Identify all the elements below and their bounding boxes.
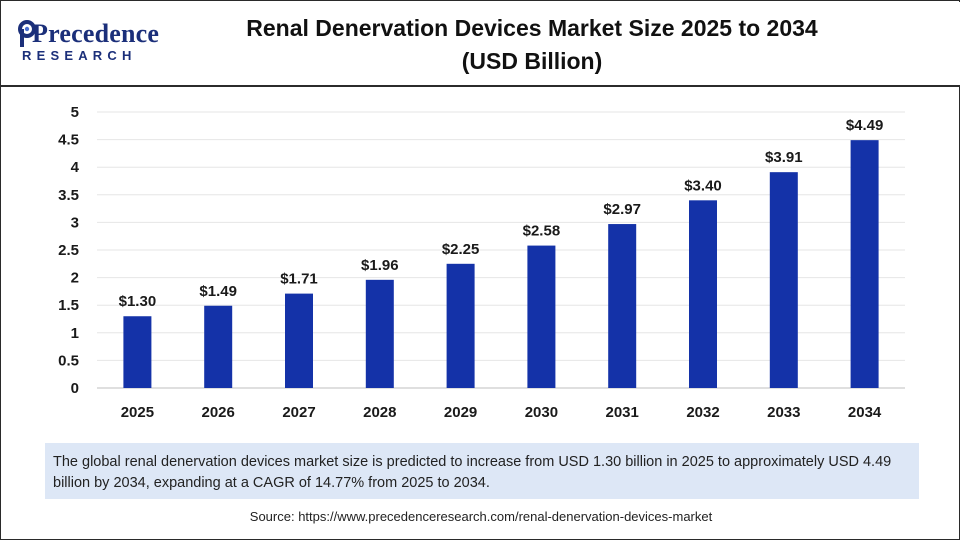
bar-chart: 0 0.5 1 1.5 2 2.5 3 3.5 4 4.5 5 2025 2026 2027 2028 202… <box>58 104 905 421</box>
brand-subtitle: RESEARCH <box>22 48 137 63</box>
data-label: $2.25 <box>442 241 480 258</box>
data-label: $1.49 <box>199 283 237 300</box>
header: Precedence RESEARCH Renal Denervation De… <box>2 2 960 85</box>
y-tick-label: 1 <box>71 325 79 342</box>
x-tick-label: 2028 <box>363 404 396 421</box>
data-label: $2.58 <box>523 223 561 240</box>
bar-2029 <box>446 263 475 388</box>
bar-2032 <box>689 200 717 388</box>
x-tick-label: 2026 <box>202 404 235 421</box>
x-tick-label: 2032 <box>686 404 719 421</box>
y-tick-label: 4.5 <box>58 132 79 149</box>
y-tick-label: 2 <box>71 270 79 287</box>
bars <box>123 140 879 388</box>
y-tick-label: 3 <box>71 214 79 231</box>
brand-logo: Precedence RESEARCH <box>16 16 166 72</box>
y-tick-label: 1.5 <box>58 297 79 314</box>
y-tick-label: 4 <box>71 159 80 176</box>
y-tick-label: 3.5 <box>58 187 79 204</box>
y-tick-label: 5 <box>71 104 79 121</box>
data-label: $1.30 <box>119 293 157 310</box>
x-tick-label: 2031 <box>606 404 639 421</box>
x-tick-label: 2030 <box>525 404 558 421</box>
bar-2026 <box>204 305 233 388</box>
x-tick-label: 2027 <box>282 404 315 421</box>
source-note: Source: https://www.precedenceresearch.c… <box>249 509 713 524</box>
bar-2034 <box>850 140 879 388</box>
y-tick-label: 2.5 <box>58 242 79 259</box>
chart-title-line-1: Renal Denervation Devices Market Size 20… <box>246 15 818 41</box>
data-label: $1.71 <box>280 271 318 288</box>
data-label: $2.97 <box>603 201 641 218</box>
data-label: $1.96 <box>361 257 399 274</box>
y-tick-label: 0.5 <box>58 352 79 369</box>
chart-title: Renal Denervation Devices Market Size 20… <box>232 12 832 78</box>
logo-mark-icon <box>18 20 36 47</box>
bar-2030 <box>527 245 556 388</box>
x-tick-label: 2034 <box>848 404 882 421</box>
data-label: $3.91 <box>765 149 803 166</box>
summary-caption: The global renal denervation devices mar… <box>45 443 919 499</box>
bar-2027 <box>285 293 313 388</box>
x-tick-label: 2025 <box>121 404 154 421</box>
brand-name: Precedence <box>32 19 160 48</box>
x-tick-label: 2033 <box>767 404 800 421</box>
bar-2033 <box>769 172 798 388</box>
bar-2028 <box>365 279 394 388</box>
x-tick-label: 2029 <box>444 404 477 421</box>
data-label: $3.40 <box>684 177 722 194</box>
header-divider <box>1 85 960 87</box>
data-label: $4.49 <box>846 117 884 134</box>
bar-2031 <box>608 224 637 388</box>
chart-title-line-2: (USD Billion) <box>461 48 603 74</box>
bar-2025 <box>123 316 152 388</box>
data-labels: $1.30 $1.49 $1.71 $1.96 $2.25 $2.58 $2.97 $3.40… <box>119 117 884 310</box>
y-tick-label: 0 <box>71 380 79 397</box>
